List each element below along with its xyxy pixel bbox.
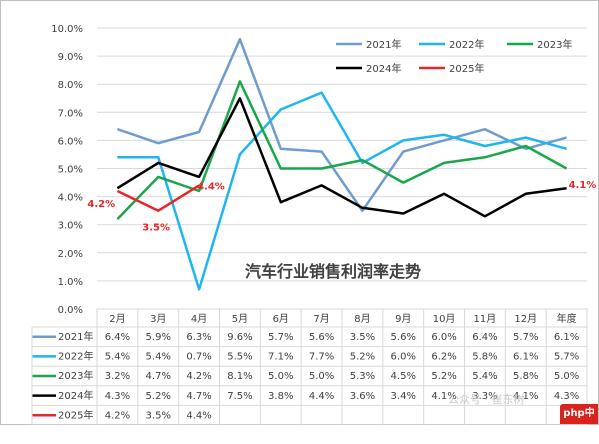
table-cell: 5.9%: [146, 332, 171, 343]
table-cell: 6.1%: [554, 332, 579, 343]
table-cell: 3.3%: [472, 391, 497, 402]
y-tick-label: 8.0%: [58, 80, 83, 91]
legend-label: 2025年: [449, 62, 484, 75]
x-tick-label: 4月: [191, 313, 207, 325]
y-tick-label: 9.0%: [58, 52, 83, 63]
table-cell: 4.2%: [186, 371, 211, 382]
legend-label: 2022年: [449, 38, 484, 51]
table-cell: 3.6%: [350, 391, 375, 402]
legend-label: 2021年: [366, 38, 401, 51]
table-cell: 6.1%: [513, 352, 538, 363]
table-cell: 7.1%: [268, 352, 293, 363]
legend-label: 2024年: [366, 62, 401, 75]
table-cell: 4.7%: [146, 371, 171, 382]
series-line-2021年: [116, 37, 567, 212]
table-row-label: 2022年: [58, 350, 93, 363]
table-cell: 4.7%: [186, 391, 211, 402]
annotation-label: 3.5%: [142, 223, 170, 234]
profit-margin-chart: 0.0% 1.0% 2.0% 3.0% 4.0% 5.0% 6.0% 7.0% 8.0% 9.0%…: [31, 24, 597, 425]
table-row-label: 2023年: [58, 369, 93, 382]
y-tick-label: 2.0%: [58, 249, 83, 260]
x-tick-label: 3月: [150, 313, 166, 325]
x-tick-label: 8月: [354, 313, 370, 325]
site-logo: php中文网: [560, 404, 598, 439]
table-cell: 5.8%: [472, 352, 497, 363]
table-cell: 4.1%: [431, 391, 456, 402]
table-cell: 8.1%: [227, 371, 252, 382]
x-tick-label: 6月: [273, 313, 289, 325]
table-cell: 6.3%: [186, 332, 211, 343]
table-row-label: 2021年: [58, 330, 93, 343]
table-cell: 3.8%: [268, 391, 293, 402]
x-tick-label: 7月: [313, 313, 329, 325]
x-tick-label: 9月: [395, 313, 411, 325]
y-tick-label: 6.0%: [58, 136, 83, 147]
annotation-label: 4.1%: [569, 180, 597, 191]
table-cell: 7.5%: [227, 391, 252, 402]
x-tick-label: 10月: [433, 313, 456, 325]
table-cell: 5.0%: [554, 371, 579, 382]
x-tick-label: 年度: [557, 312, 577, 325]
table-cell: 3.5%: [146, 410, 171, 421]
y-tick-label: 7.0%: [58, 108, 83, 119]
table-cell: 5.7%: [513, 332, 538, 343]
series-line-2023年: [116, 80, 568, 220]
table-cell: 5.2%: [146, 391, 171, 402]
annotation-label: 4.2%: [87, 199, 115, 210]
table-cell: 4.3%: [554, 391, 579, 402]
table-row-label: 2024年: [58, 389, 93, 402]
y-tick-label: 3.0%: [58, 221, 83, 232]
y-tick-label: 1.0%: [58, 277, 83, 288]
table-cell: 3.5%: [350, 332, 375, 343]
table-cell: 5.0%: [268, 371, 293, 382]
table-cell: 7.7%: [309, 352, 334, 363]
table-row-label: 2025年: [58, 408, 93, 421]
x-tick-label: 12月: [514, 313, 537, 325]
y-tick-label: 10.0%: [51, 24, 83, 35]
x-tick-label: 2月: [109, 313, 125, 325]
y-tick-label: 0.0%: [58, 305, 83, 316]
table-cell: 4.3%: [105, 391, 130, 402]
table-cell: 6.0%: [431, 332, 456, 343]
table-cell: 5.5%: [227, 352, 252, 363]
table-cell: 6.4%: [472, 332, 497, 343]
table-cell: 5.4%: [472, 371, 497, 382]
table-cell: 6.0%: [391, 352, 416, 363]
x-tick-label: 11月: [474, 313, 497, 325]
table-cell: 5.4%: [146, 352, 171, 363]
table-cell: 5.0%: [309, 371, 334, 382]
watermark: 公众号 · 崔东树: [448, 393, 525, 406]
series-line-2025年: [116, 184, 200, 212]
legend-label: 2023年: [537, 38, 572, 51]
x-tick-label: 5月: [232, 313, 248, 325]
table-cell: 5.4%: [105, 352, 130, 363]
table-cell: 5.6%: [309, 332, 334, 343]
annotation-label: 4.4%: [197, 181, 225, 192]
table-cell: 5.3%: [350, 371, 375, 382]
series-line-2022年: [117, 91, 567, 291]
table-cell: 3.2%: [105, 371, 130, 382]
table-cell: 5.7%: [554, 352, 579, 363]
table-cell: 5.2%: [350, 352, 375, 363]
table-cell: 4.4%: [186, 410, 211, 421]
table-cell: 4.4%: [309, 391, 334, 402]
table-cell: 3.4%: [391, 391, 416, 402]
y-tick-label: 4.0%: [58, 193, 83, 204]
table-cell: 9.6%: [227, 332, 252, 343]
chart-title: 汽车行业销售利润率走势: [245, 262, 421, 281]
table-cell: 4.1%: [513, 391, 538, 402]
table-cell: 6.2%: [431, 352, 456, 363]
table-cell: 5.6%: [391, 332, 416, 343]
table-cell: 6.4%: [105, 332, 130, 343]
table-cell: 5.7%: [268, 332, 293, 343]
table-cell: 5.2%: [431, 371, 456, 382]
table-cell: 0.7%: [186, 352, 211, 363]
table-cell: 4.5%: [391, 371, 416, 382]
series-line-2024年: [116, 97, 567, 218]
y-tick-label: 5.0%: [58, 165, 83, 176]
table-cell: 5.8%: [513, 371, 538, 382]
table-cell: 4.2%: [105, 410, 130, 421]
